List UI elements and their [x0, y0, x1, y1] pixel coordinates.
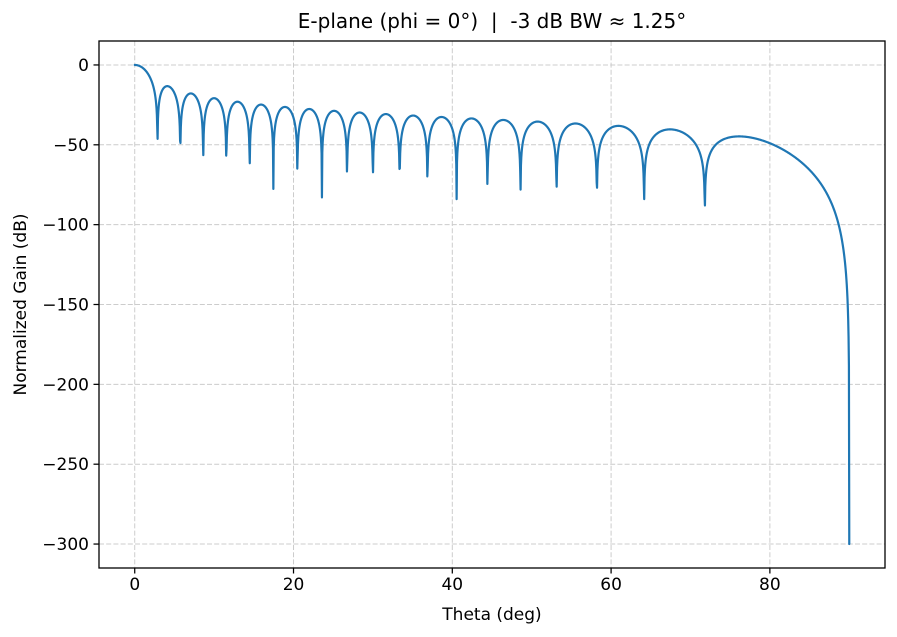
y-tick-label: −150	[42, 296, 89, 316]
x-tick-label: 80	[759, 575, 781, 595]
y-tick-label: −250	[42, 455, 89, 475]
series-line	[133, 63, 851, 546]
y-axis-label: Normalized Gain (dB)	[11, 213, 31, 395]
tick-labels: 0 20 40 60 80 0 −50 −100 −150 −200 −250 −300	[42, 56, 780, 595]
y-tick-label: −50	[53, 136, 89, 156]
chart-title: E-plane (phi = 0°) | -3 dB BW ≈ 1.25°	[298, 9, 686, 33]
y-tick-label: −300	[42, 535, 89, 555]
ticks	[93, 64, 771, 574]
grid	[99, 41, 885, 568]
x-tick-label: 0	[129, 575, 140, 595]
x-tick-label: 20	[283, 575, 305, 595]
series	[133, 63, 851, 546]
x-tick-label: 40	[441, 575, 463, 595]
y-tick-label: −100	[42, 216, 89, 236]
x-axis-label: Theta (deg)	[441, 605, 541, 625]
x-tick-label: 60	[600, 575, 622, 595]
y-tick-label: −200	[42, 375, 89, 395]
y-tick-label: 0	[78, 56, 89, 76]
